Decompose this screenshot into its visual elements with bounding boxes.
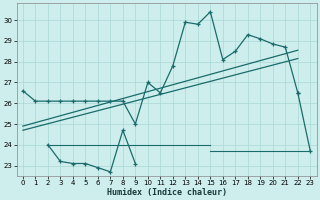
X-axis label: Humidex (Indice chaleur): Humidex (Indice chaleur): [107, 188, 227, 197]
